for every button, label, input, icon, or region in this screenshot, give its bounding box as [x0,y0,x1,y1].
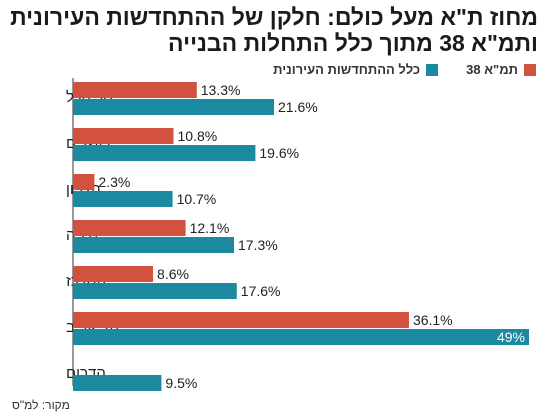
bar-urban-renewal [73,375,162,391]
chart-title: מחוז ת"א מעל כולם: חלקן של ההתחדשות העיר… [10,4,538,56]
source-note: מקור: למ"ס [12,398,70,412]
bar-urban-renewal [73,191,173,207]
bar-tama38 [73,128,174,144]
legend-swatch-tama38 [524,63,536,76]
bar-tama38 [73,220,186,236]
value-label-tama38: 13.3% [201,82,241,98]
value-label-tama38: 8.6% [157,266,189,282]
legend-swatch-urban-renewal [426,63,439,76]
legend-item-urban-renewal: כלל ההתחדשות העירונית [273,62,439,77]
bar-urban-renewal [73,329,529,345]
value-label-tama38: 12.1% [190,220,230,236]
bar-tama38 [73,266,154,282]
bar-tama38 [73,174,95,190]
bar-urban-renewal [73,145,256,161]
value-label-urban-renewal: 17.3% [238,237,278,253]
value-label-tama38: 2.3% [98,174,130,190]
value-label-urban-renewal: 9.5% [165,375,197,391]
legend-item-tama38: תמ"א 38 [466,62,536,77]
value-label-urban-renewal: 10.7% [177,191,217,207]
value-label-urban-renewal: 21.6% [278,99,318,115]
bar-tama38 [73,82,197,98]
bar-urban-renewal [73,283,237,299]
value-label-urban-renewal: 19.6% [259,145,299,161]
legend: תמ"א 38 כלל ההתחדשות העירונית [273,62,536,77]
value-label-urban-renewal: 49% [497,329,525,345]
bar-tama38 [73,312,409,328]
value-label-tama38: 10.8% [178,128,218,144]
value-label-tama38: 36.1% [413,312,453,328]
bar-urban-renewal [73,237,234,253]
legend-label-urban-renewal: כלל ההתחדשות העירונית [273,62,421,77]
legend-label-tama38: תמ"א 38 [466,62,518,77]
bar-urban-renewal [73,99,275,115]
value-label-urban-renewal: 17.6% [241,283,281,299]
